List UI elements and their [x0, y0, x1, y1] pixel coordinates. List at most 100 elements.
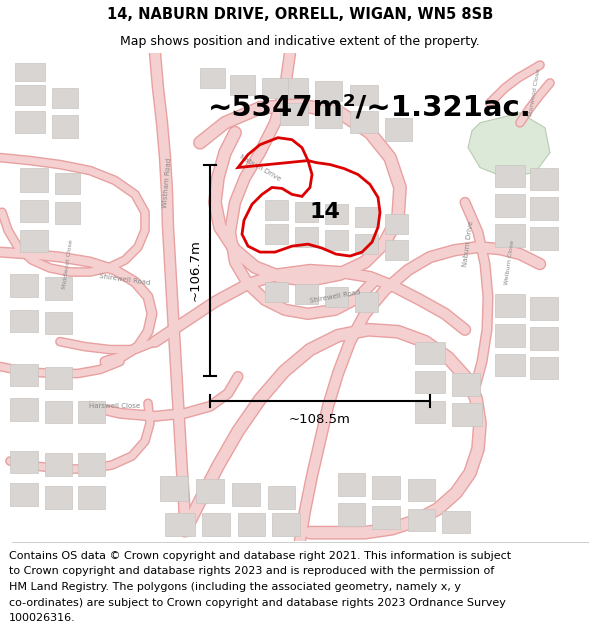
Text: Wistham Road: Wistham Road [162, 158, 172, 208]
Polygon shape [10, 364, 38, 386]
Polygon shape [408, 479, 435, 501]
Text: ~108.5m: ~108.5m [289, 412, 351, 426]
Polygon shape [265, 224, 288, 244]
Polygon shape [45, 277, 72, 300]
Polygon shape [408, 509, 435, 531]
Polygon shape [15, 85, 45, 105]
Polygon shape [530, 357, 558, 379]
Text: 14, NABURN DRIVE, ORRELL, WIGAN, WN5 8SB: 14, NABURN DRIVE, ORRELL, WIGAN, WN5 8SB [107, 8, 493, 22]
Text: 14: 14 [310, 202, 340, 222]
Polygon shape [372, 506, 400, 529]
Polygon shape [55, 173, 80, 194]
Polygon shape [372, 476, 400, 499]
Polygon shape [415, 371, 445, 393]
Text: Naburn Drive: Naburn Drive [462, 221, 474, 268]
Polygon shape [10, 451, 38, 473]
Polygon shape [10, 274, 38, 297]
Text: Welburn Close: Welburn Close [505, 239, 515, 284]
Text: Harswell Close: Harswell Close [89, 403, 140, 409]
Polygon shape [230, 75, 255, 95]
Polygon shape [202, 512, 230, 536]
Polygon shape [52, 88, 78, 108]
Text: Storwood Close: Storwood Close [528, 68, 542, 118]
Polygon shape [15, 63, 45, 81]
Polygon shape [495, 194, 525, 218]
Polygon shape [295, 228, 318, 247]
Polygon shape [442, 511, 470, 532]
Polygon shape [45, 401, 72, 423]
Polygon shape [280, 103, 308, 125]
Polygon shape [530, 228, 558, 250]
Polygon shape [265, 201, 288, 220]
Polygon shape [45, 453, 72, 476]
Polygon shape [200, 68, 225, 88]
Text: ~5347m²/~1.321ac.: ~5347m²/~1.321ac. [208, 94, 532, 122]
Polygon shape [325, 204, 348, 224]
Text: Map shows position and indicative extent of the property.: Map shows position and indicative extent… [120, 35, 480, 48]
Polygon shape [495, 354, 525, 376]
Polygon shape [355, 234, 378, 254]
Polygon shape [295, 284, 318, 304]
Polygon shape [530, 297, 558, 320]
Polygon shape [272, 512, 300, 536]
Polygon shape [325, 230, 348, 250]
Polygon shape [238, 512, 265, 536]
Polygon shape [20, 230, 48, 252]
Polygon shape [530, 198, 558, 220]
Polygon shape [45, 312, 72, 334]
Polygon shape [468, 113, 550, 178]
Polygon shape [495, 224, 525, 247]
Polygon shape [78, 486, 105, 509]
Polygon shape [495, 164, 525, 188]
Polygon shape [15, 111, 45, 132]
Polygon shape [165, 512, 195, 536]
Polygon shape [350, 85, 378, 105]
Polygon shape [452, 403, 482, 426]
Polygon shape [338, 473, 365, 496]
Polygon shape [10, 310, 38, 332]
Polygon shape [385, 240, 408, 260]
Text: to Crown copyright and database rights 2023 and is reproduced with the permissio: to Crown copyright and database rights 2… [9, 566, 494, 576]
Polygon shape [452, 374, 480, 396]
Text: Contains OS data © Crown copyright and database right 2021. This information is : Contains OS data © Crown copyright and d… [9, 551, 511, 561]
Polygon shape [315, 81, 342, 101]
Polygon shape [350, 111, 378, 132]
Polygon shape [385, 214, 408, 234]
Polygon shape [495, 324, 525, 347]
Polygon shape [338, 503, 365, 526]
Text: ~106.7m: ~106.7m [188, 239, 202, 301]
Polygon shape [315, 105, 342, 127]
Polygon shape [10, 483, 38, 506]
Polygon shape [196, 479, 224, 503]
Polygon shape [45, 366, 72, 389]
Polygon shape [280, 78, 308, 98]
Polygon shape [415, 342, 445, 364]
Polygon shape [52, 115, 78, 138]
Text: Shirewell Road: Shirewell Road [99, 273, 151, 286]
Polygon shape [20, 168, 48, 192]
Text: 100026316.: 100026316. [9, 613, 76, 623]
Polygon shape [265, 282, 288, 302]
Text: Naburn Drive: Naburn Drive [238, 153, 281, 182]
Polygon shape [78, 453, 105, 476]
Polygon shape [325, 287, 348, 307]
Polygon shape [355, 208, 378, 227]
Polygon shape [262, 78, 288, 98]
Polygon shape [232, 483, 260, 506]
Polygon shape [355, 292, 378, 312]
Text: Middlecot Close: Middlecot Close [62, 239, 74, 289]
Polygon shape [495, 294, 525, 317]
Polygon shape [78, 401, 105, 423]
Polygon shape [10, 398, 38, 421]
Polygon shape [415, 401, 445, 423]
Polygon shape [45, 486, 72, 509]
Text: Shirewell Road: Shirewell Road [309, 289, 361, 304]
Polygon shape [55, 202, 80, 224]
Polygon shape [530, 168, 558, 191]
Polygon shape [20, 201, 48, 222]
Polygon shape [530, 327, 558, 349]
Polygon shape [268, 486, 295, 509]
Text: HM Land Registry. The polygons (including the associated geometry, namely x, y: HM Land Registry. The polygons (includin… [9, 582, 461, 592]
Polygon shape [295, 202, 318, 222]
Polygon shape [160, 476, 188, 501]
